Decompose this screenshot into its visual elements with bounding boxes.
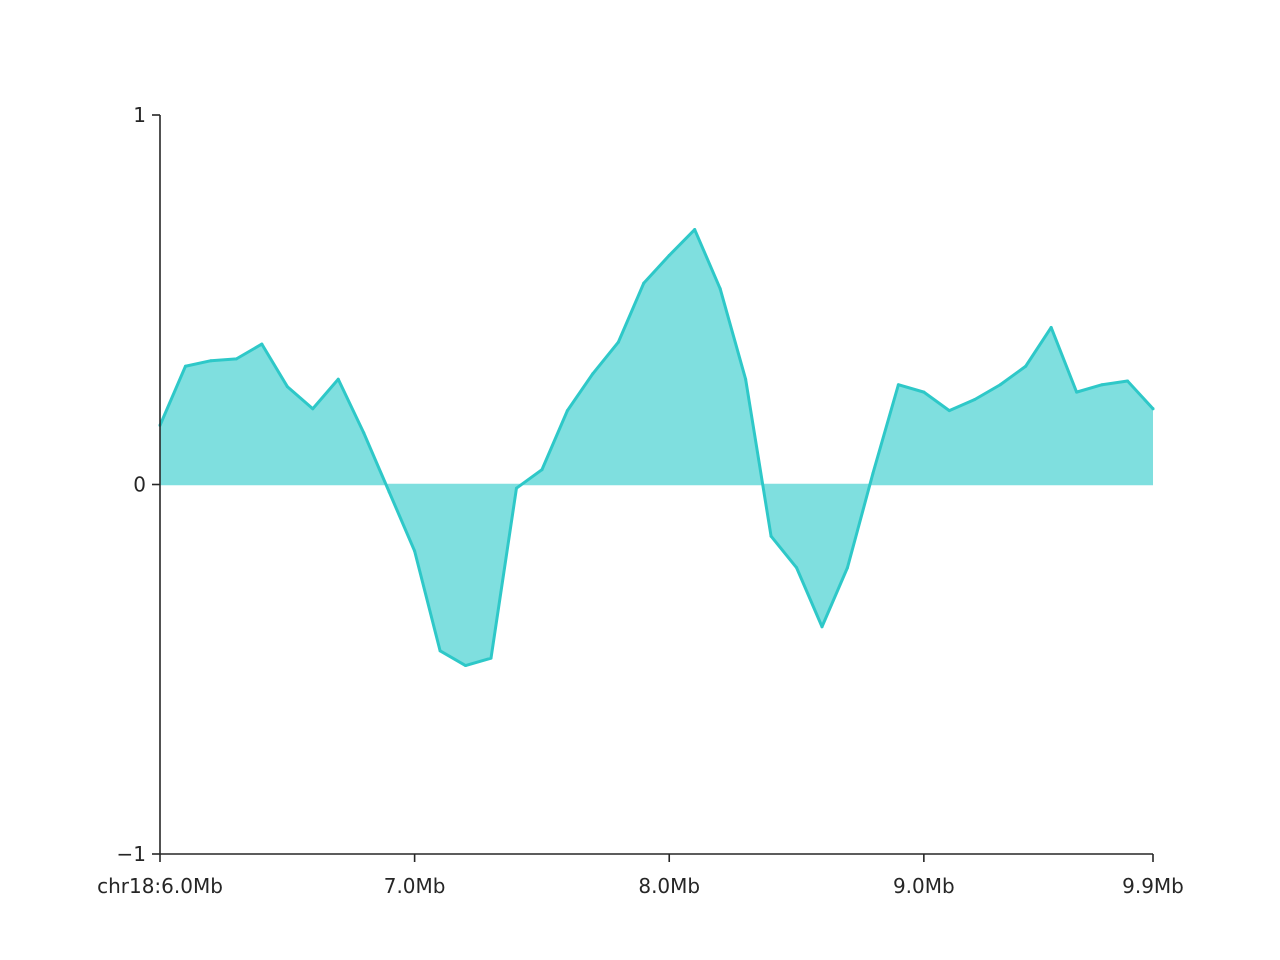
data-point [1100,383,1104,387]
data-point [336,377,340,381]
data-point [616,340,620,344]
y-tick-label: 0 [133,473,146,497]
data-point [1151,407,1155,411]
x-tick-label: chr18:6.0Mb [97,874,223,898]
data-point [642,281,646,285]
data-point [998,383,1002,387]
data-point [973,398,977,402]
data-point [234,357,238,361]
data-point [260,342,264,346]
x-tick-label: 9.0Mb [893,874,955,898]
data-point [693,228,697,232]
x-tick-label: 9.9Mb [1122,874,1184,898]
x-tick-label: 7.0Mb [384,874,446,898]
data-point [1024,364,1028,368]
data-point [438,649,442,653]
signal-area-fill [160,229,1153,666]
data-point [362,431,366,435]
data-point [514,486,518,490]
data-point [387,490,391,494]
y-axis: 1 0 −1 [117,103,161,866]
data-point [540,468,544,472]
y-tick-label: −1 [117,842,146,866]
data-point [795,566,799,570]
data-point [209,359,213,363]
y-tick-label: 1 [133,103,146,127]
data-point [464,664,468,668]
data-point [565,409,569,413]
data-point [413,549,417,553]
data-point [667,253,671,257]
data-points [158,228,1155,668]
data-point [1075,390,1079,394]
data-point [285,385,289,389]
data-point [591,372,595,376]
data-point [845,566,849,570]
data-point [1049,325,1053,329]
data-point [947,409,951,413]
data-point [489,656,493,660]
x-axis: chr18:6.0Mb 7.0Mb 8.0Mb 9.0Mb 9.9Mb [97,853,1184,898]
data-point [311,407,315,411]
data-point [871,471,875,475]
data-point [922,390,926,394]
data-point [1126,379,1130,383]
data-point [896,383,900,387]
data-point [820,625,824,629]
x-tick-label: 8.0Mb [638,874,700,898]
data-point [718,287,722,291]
data-point [183,364,187,368]
signal-line [158,228,1155,668]
plot-area [158,228,1155,668]
data-point [769,534,773,538]
data-point [744,377,748,381]
